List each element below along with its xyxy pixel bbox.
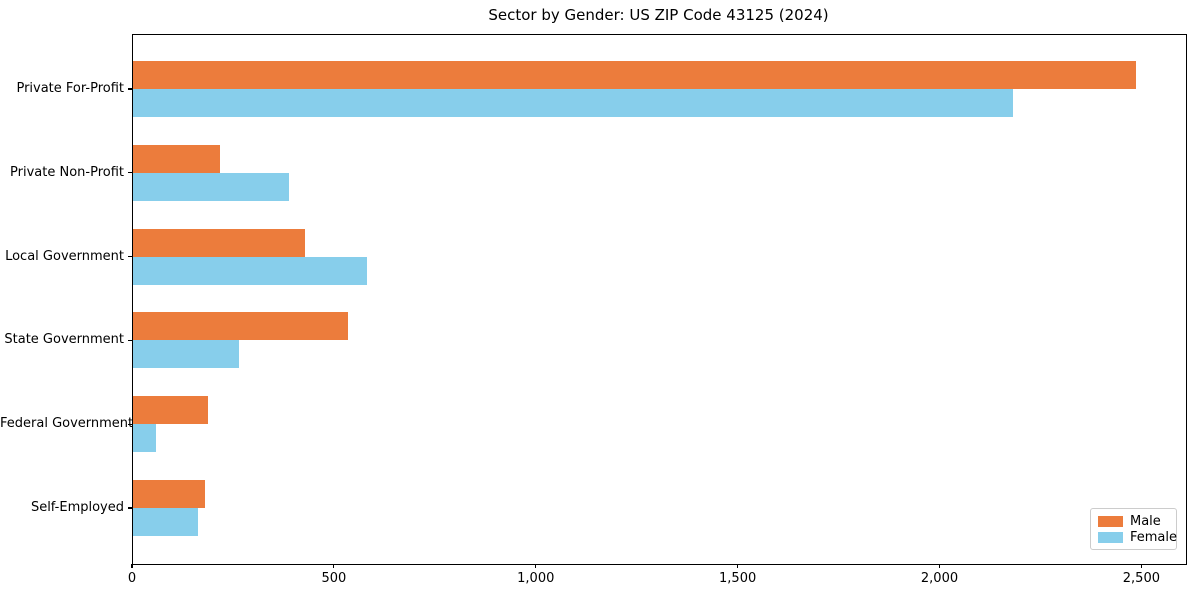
ytick-mark-local-government [128, 256, 132, 258]
xtick-label-0: 0 [127, 571, 137, 586]
ytick-label-local-government: Local Government [5, 248, 124, 264]
xtick-label-2500: 2,500 [1122, 571, 1160, 586]
bar-male-self-employed [133, 480, 205, 508]
ytick-label-private-for-profit: Private For-Profit [16, 81, 124, 96]
ytick-mark-private-non-profit [128, 172, 132, 174]
bar-female-federal-government [133, 424, 156, 453]
ytick-label-self-employed: Self-Employed [30, 500, 124, 515]
bar-male-local-government [133, 228, 305, 257]
bar-male-private-non-profit [133, 144, 220, 173]
ytick-mark-state-government [128, 339, 132, 341]
bar-female-local-government [133, 256, 367, 285]
xtick-mark-500 [333, 564, 335, 568]
bar-female-private-for-profit [133, 89, 1014, 117]
ytick-label-federal-government: Federal Government [0, 416, 134, 432]
xtick-label-500: 500 [321, 571, 347, 586]
xtick-mark-2500 [1140, 564, 1142, 568]
legend-item-male: Male [1098, 514, 1169, 529]
legend: Male Female [1090, 508, 1177, 550]
ytick-label-state-government: State Government [4, 332, 124, 348]
chart-title: Sector by Gender: US ZIP Code 43125 (202… [488, 6, 829, 24]
ytick-label-private-non-profit: Private Non-Profit [10, 164, 124, 180]
legend-label-male: Male [1130, 514, 1161, 529]
ytick-mark-private-for-profit [128, 88, 132, 90]
legend-item-female: Female [1098, 530, 1177, 545]
xtick-mark-0 [131, 564, 133, 568]
xtick-mark-1000 [535, 564, 537, 568]
bar-male-federal-government [133, 396, 209, 425]
ytick-mark-self-employed [128, 507, 132, 509]
male-swatch-icon [1098, 516, 1123, 527]
bar-female-private-non-profit [133, 172, 289, 201]
xtick-label-2000: 2,000 [920, 571, 959, 586]
bar-male-state-government [133, 312, 348, 341]
plot-area [132, 34, 1187, 565]
bar-male-private-for-profit [133, 61, 1136, 89]
xtick-mark-1500 [737, 564, 739, 568]
ytick-mark-federal-government [128, 423, 132, 425]
bar-female-self-employed [133, 508, 198, 536]
female-swatch-icon [1098, 532, 1123, 543]
xtick-mark-2000 [938, 564, 941, 568]
bar-female-state-government [133, 340, 239, 369]
xtick-label-1000: 1,000 [517, 571, 555, 586]
xtick-label-1500: 1,500 [719, 571, 757, 586]
legend-label-female: Female [1130, 530, 1178, 545]
